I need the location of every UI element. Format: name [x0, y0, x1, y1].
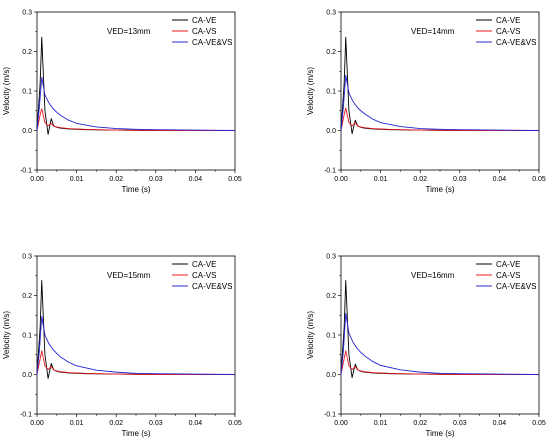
x-tick-label: 0.01 [70, 420, 84, 427]
legend-label: CA-VE&VS [192, 282, 232, 291]
legend-label: CA-VE&VS [496, 38, 536, 47]
y-tick-label: 0.2 [326, 49, 336, 56]
y-tick-label: -0.1 [20, 412, 32, 419]
chart-panel-4: 0.00 0.01 0.02 0.03 0.04 0.05 -0.1 0.0 0.1 0.2 0.3… [306, 254, 546, 439]
y-axis-label: Velocity (m/s) [2, 311, 11, 359]
x-tick-label: 0.02 [109, 420, 123, 427]
x-tick-label: 0.01 [374, 176, 388, 183]
y-tick-label: 0.1 [22, 333, 32, 340]
series-line-ca-ve [340, 36, 539, 135]
x-tick-label: 0.01 [70, 176, 84, 183]
y-axis-label: Velocity (m/s) [306, 311, 315, 359]
x-tick-label: 0.04 [189, 420, 203, 427]
y-tick-label: -0.1 [324, 412, 336, 419]
series-line-ca-ve [36, 36, 235, 135]
series-line-ca-vs [340, 350, 539, 375]
series-line-ca-ve [340, 280, 539, 379]
series-line-ca-vs [36, 108, 235, 131]
x-tick-label: 0.04 [493, 176, 507, 183]
series-line-ca-ve [36, 280, 235, 379]
legend: CA-VE CA-VS CA-VE&VS [172, 260, 232, 291]
y-tick-label: 0.0 [326, 128, 336, 135]
x-axis-label: Time (s) [121, 185, 150, 194]
x-tick-label: 0.03 [453, 420, 467, 427]
legend-label: CA-VE&VS [192, 38, 232, 47]
x-tick-label: 0.05 [532, 420, 546, 427]
y-tick-label: 0.3 [22, 10, 32, 17]
legend-label: CA-VS [496, 271, 520, 280]
series-line-ca-vs [340, 107, 539, 131]
legend-label: CA-VS [496, 27, 520, 36]
x-tick-label: 0.02 [413, 420, 427, 427]
x-tick-label: 0.00 [334, 176, 348, 183]
ved-annotation: VED=16mm [411, 271, 455, 280]
y-tick-label: 0.1 [326, 333, 336, 340]
x-tick-label: 0.02 [413, 176, 427, 183]
x-axis-label: Time (s) [425, 429, 454, 438]
x-tick-label: 0.03 [453, 176, 467, 183]
x-tick-label: 0.05 [228, 176, 242, 183]
x-tick-label: 0.03 [149, 420, 163, 427]
x-tick-label: 0.00 [30, 176, 44, 183]
x-tick-label: 0.04 [493, 420, 507, 427]
y-tick-label: 0.1 [326, 89, 336, 96]
y-tick-label: 0.0 [326, 372, 336, 379]
series-line-ca-vs [36, 350, 235, 375]
x-tick-label: 0.05 [228, 420, 242, 427]
chart-panel-3: 0.00 0.01 0.02 0.03 0.04 0.05 -0.1 0.0 0.1 0.2 0.3… [2, 254, 242, 439]
x-tick-label: 0.04 [189, 176, 203, 183]
x-axis-label: Time (s) [425, 185, 454, 194]
chart-panel-1: 0.00 0.01 0.02 0.03 0.04 0.05 -0.1 0.0 0.1 0.2 0.3… [2, 10, 242, 195]
x-tick-label: 0.03 [149, 176, 163, 183]
y-tick-label: 0.1 [22, 89, 32, 96]
y-tick-label: 0.3 [326, 254, 336, 261]
series-line-ca-ve-vs [340, 312, 540, 375]
legend-label: CA-VS [192, 27, 216, 36]
y-tick-label: 0.2 [22, 49, 32, 56]
legend-label: CA-VE [496, 16, 520, 25]
x-axis-label: Time (s) [121, 429, 150, 438]
legend: CA-VE CA-VS CA-VE&VS [476, 16, 536, 47]
chart-panel-2: 0.00 0.01 0.02 0.03 0.04 0.05 -0.1 0.0 0.1 0.2 0.3… [306, 10, 546, 195]
legend: CA-VE CA-VS CA-VE&VS [172, 16, 232, 47]
series-line-ca-ve-vs [36, 76, 236, 131]
y-tick-label: 0.3 [22, 254, 32, 261]
x-tick-label: 0.00 [30, 420, 44, 427]
y-tick-label: 0.2 [22, 293, 32, 300]
y-tick-label: -0.1 [324, 168, 336, 175]
y-axis-label: Velocity (m/s) [306, 67, 315, 115]
legend-label: CA-VE&VS [496, 282, 536, 291]
y-tick-label: 0.0 [22, 128, 32, 135]
legend-label: CA-VS [192, 271, 216, 280]
ved-annotation: VED=13mm [107, 27, 151, 36]
x-tick-label: 0.05 [532, 176, 546, 183]
legend-label: CA-VE [192, 260, 216, 269]
y-axis-label: Velocity (m/s) [2, 67, 11, 115]
legend-label: CA-VE [496, 260, 520, 269]
series-line-ca-ve-vs [340, 74, 540, 131]
ved-annotation: VED=14mm [411, 27, 455, 36]
x-tick-label: 0.01 [374, 420, 388, 427]
legend-label: CA-VE [192, 16, 216, 25]
y-tick-label: 0.3 [326, 10, 336, 17]
x-tick-label: 0.00 [334, 420, 348, 427]
x-tick-label: 0.02 [109, 176, 123, 183]
ved-annotation: VED=15mm [107, 271, 151, 280]
series-line-ca-ve-vs [36, 315, 236, 375]
y-tick-label: 0.2 [326, 293, 336, 300]
y-tick-label: 0.0 [22, 372, 32, 379]
y-tick-label: -0.1 [20, 168, 32, 175]
legend: CA-VE CA-VS CA-VE&VS [476, 260, 536, 291]
